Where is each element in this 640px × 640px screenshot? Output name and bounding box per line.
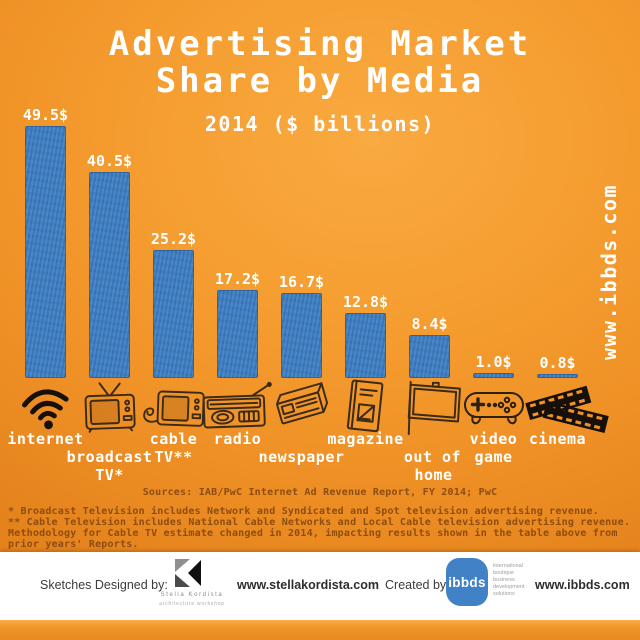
category-label: cinema xyxy=(528,430,587,448)
category-label: TV** xyxy=(154,448,193,466)
bar-value-label: 8.4$ xyxy=(411,315,448,333)
bar-value-label: 0.8$ xyxy=(539,354,576,372)
bar-value-label: 17.2$ xyxy=(214,270,261,288)
bar xyxy=(281,293,322,378)
bar xyxy=(153,250,194,378)
bottom-orange-strip xyxy=(0,620,640,640)
radio-icon xyxy=(192,381,284,433)
category-label: TV* xyxy=(95,466,124,484)
bar-value-label: 49.5$ xyxy=(22,106,69,124)
designer-name: Stella Kordista xyxy=(160,592,224,598)
category-label: out of xyxy=(403,448,462,466)
broadcast-tv-icon xyxy=(64,381,156,433)
category-label: game xyxy=(474,448,513,466)
created-by-label: Created by: xyxy=(385,578,450,592)
bar-value-label: 1.0$ xyxy=(475,353,512,371)
footnote-line: ** Cable Television includes National Ca… xyxy=(8,517,631,528)
category-label: radio xyxy=(213,430,262,448)
title-line-1: Advertising Market xyxy=(108,24,532,64)
bar xyxy=(25,126,66,378)
sources-line: Sources: IAB/PwC Internet Ad Revenue Rep… xyxy=(142,487,498,498)
bar-value-label: 25.2$ xyxy=(150,230,197,248)
category-label: home xyxy=(414,466,453,484)
sketches-designed-label: Sketches Designed by: xyxy=(40,578,168,592)
magazine-icon xyxy=(320,379,412,433)
wifi-icon xyxy=(0,381,92,433)
bar xyxy=(345,313,386,378)
category-label: broadcast xyxy=(66,448,153,466)
chart-subtitle: 2014 ($ billions) xyxy=(204,112,436,136)
stellakordista-site-link: www.stellakordista.com xyxy=(237,578,379,592)
ibbds-site-link: www.ibbds.com xyxy=(535,578,630,592)
bar xyxy=(89,172,130,378)
category-label: newspaper xyxy=(258,448,345,466)
ibbds-tagline: international boutique business developm… xyxy=(493,563,525,597)
bar xyxy=(473,373,514,378)
footnote-line: Methodology for Cable TV estimate change… xyxy=(8,528,618,539)
category-label: cable xyxy=(149,430,198,448)
gamepad-icon xyxy=(448,381,540,433)
bar xyxy=(217,290,258,378)
designer-subtitle: architecture workshop xyxy=(159,601,225,607)
bar-value-label: 12.8$ xyxy=(342,293,389,311)
bar-value-label: 16.7$ xyxy=(278,273,325,291)
ibbds-logo: ibbds xyxy=(446,558,488,606)
footnotes-block: * Broadcast Television includes Network … xyxy=(8,506,636,550)
bar-value-label: 40.5$ xyxy=(86,152,133,170)
category-label: video xyxy=(469,430,518,448)
bar xyxy=(537,374,578,378)
title-line-2: Share by Media xyxy=(155,61,485,101)
category-label: magazine xyxy=(327,430,404,448)
ibbds-logo-text: ibbds xyxy=(448,574,486,590)
vertical-watermark-url: www.ibbds.com xyxy=(597,183,621,361)
footnote-line: prior years' Reports. xyxy=(8,539,139,550)
credits-footer: Sketches Designed by: Stella Kordista ar… xyxy=(0,552,640,620)
page-title: Advertising Market Share by Media xyxy=(0,26,640,100)
newspaper-icon xyxy=(256,381,348,433)
stella-kordista-logo-icon xyxy=(173,559,203,592)
film-icon xyxy=(522,381,614,434)
bar xyxy=(409,335,450,378)
billboard-icon xyxy=(384,380,476,436)
category-label: internet xyxy=(7,430,84,448)
footnote-line: * Broadcast Television includes Network … xyxy=(8,506,599,517)
